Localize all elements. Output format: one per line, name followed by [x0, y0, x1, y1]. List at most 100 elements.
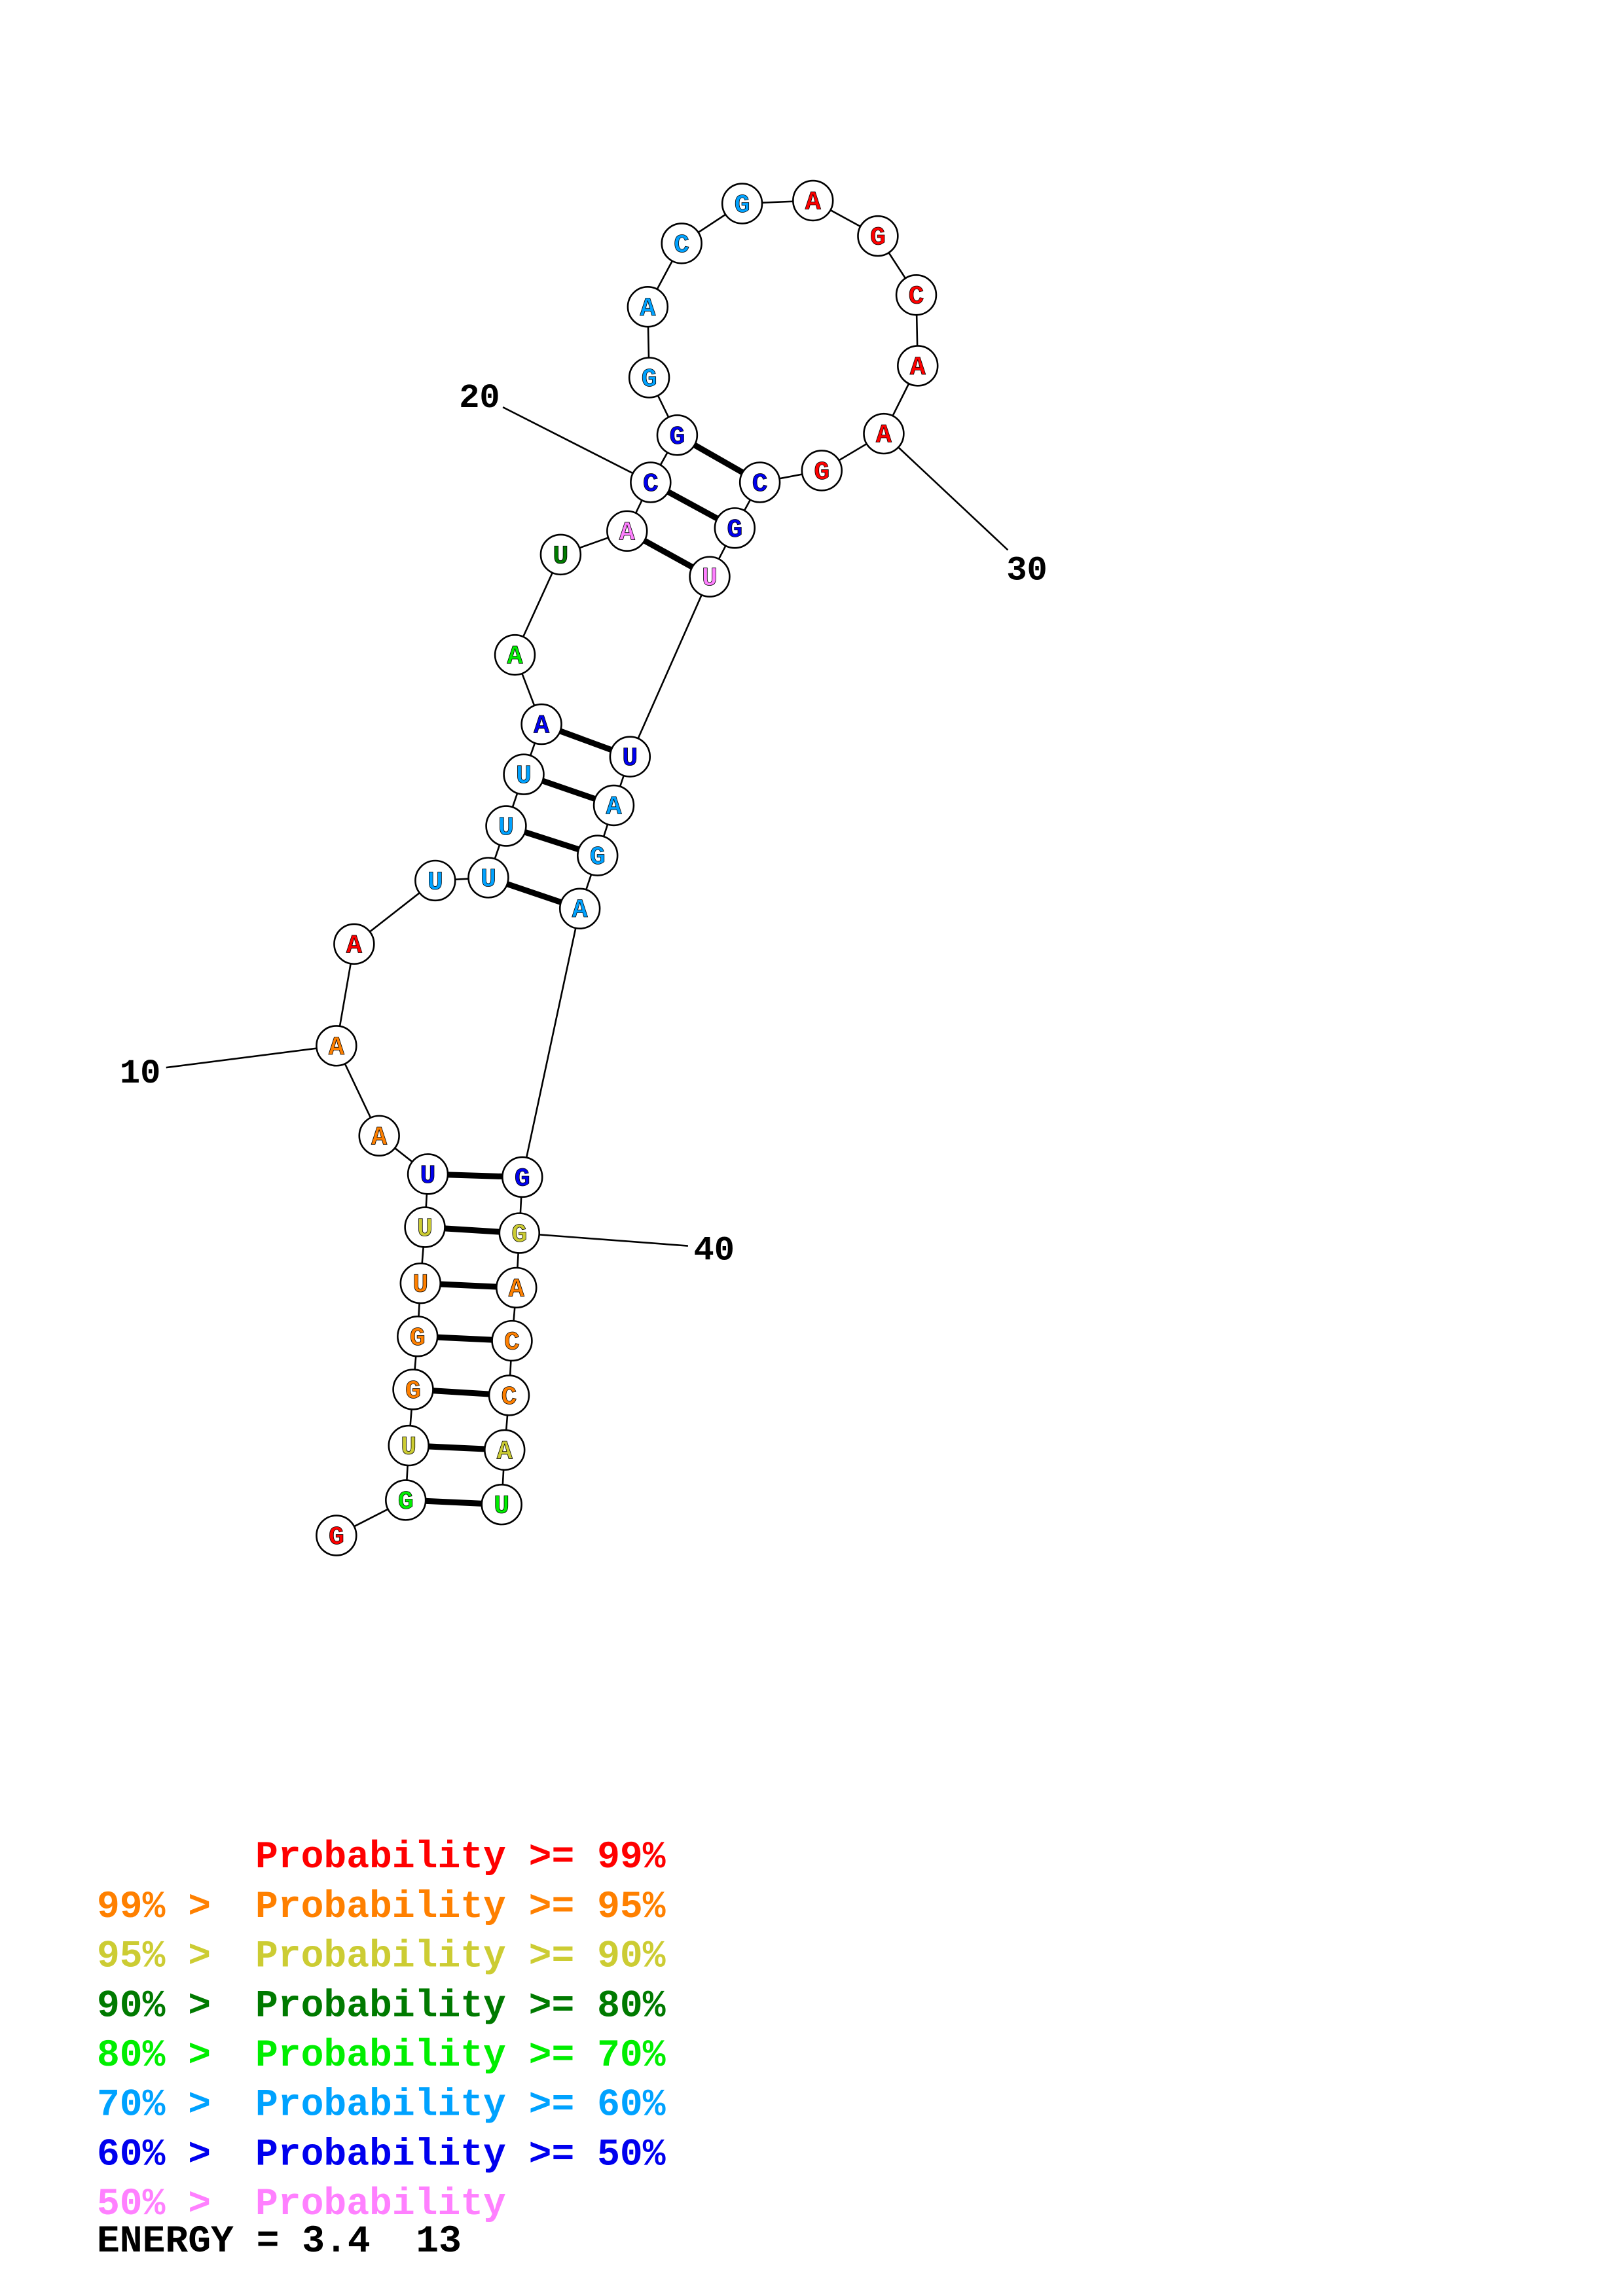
position-leader-line — [883, 433, 1009, 551]
nucleotide-29: A — [897, 345, 939, 387]
nucleotide-37: G — [576, 834, 619, 876]
nucleotide-11: A — [333, 923, 375, 965]
nucleotide-circle — [857, 215, 899, 257]
nucleotide-38: A — [558, 888, 601, 929]
position-leader-line — [166, 1045, 337, 1069]
position-labels-layer: 10 20 30 40 — [120, 379, 1048, 1270]
legend-threshold-lower: Probability >= 60% — [255, 2085, 666, 2127]
position-label-20: 20 — [459, 379, 500, 418]
nucleotide-circle — [496, 1266, 538, 1309]
nucleotide-13: U — [467, 857, 509, 899]
nucleotide-32: C — [739, 461, 781, 503]
legend-threshold-lower: Probability >= 80% — [255, 1985, 666, 2028]
nucleotide-18: U — [539, 533, 582, 576]
position-label-40: 40 — [694, 1232, 735, 1270]
position-leader-line — [502, 406, 651, 484]
legend-threshold-upper: 60% > — [97, 2134, 234, 2176]
nucleotide-28: C — [895, 274, 938, 316]
nucleotide-circle — [358, 1115, 400, 1157]
nucleotide-circle — [404, 1206, 446, 1248]
nucleotide-40: G — [498, 1212, 541, 1254]
nucleotide-17: A — [494, 634, 536, 676]
nucleotide-circle — [714, 507, 756, 549]
nucleotide-20: C — [630, 461, 672, 503]
legend-threshold-lower: Probability >= 70% — [255, 2035, 666, 2077]
nucleotide-base: A — [910, 353, 926, 383]
nucleotide-circle — [498, 1212, 541, 1254]
nucleotide-base: G — [405, 1377, 421, 1407]
nucleotide-base: U — [494, 1492, 509, 1522]
legend-threshold-lower: Probability >= 99% — [255, 1837, 666, 1879]
probability-legend: Probability >= 99% 99% > Probability >= 9… — [97, 1837, 666, 2226]
nucleotide-27: G — [857, 215, 899, 257]
nucleotide-23: A — [627, 286, 669, 328]
nucleotide-34: U — [689, 556, 731, 598]
nucleotide-base: G — [590, 843, 606, 872]
nucleotide-circle — [407, 1153, 449, 1195]
legend-row: 70% > Probability >= 60% — [97, 2085, 666, 2127]
legend-threshold-upper: 90% > — [97, 1985, 234, 2028]
nucleotide-circle — [576, 834, 619, 876]
nucleotide-circle — [661, 223, 702, 264]
nucleotide-19: A — [606, 510, 648, 552]
backbone-link — [629, 576, 711, 757]
nucleotide-36: A — [593, 784, 635, 827]
nucleotide-base: U — [622, 744, 638, 774]
nucleotide-circle — [491, 1319, 533, 1362]
position-label-10: 10 — [120, 1054, 160, 1093]
nucleotide-9: A — [358, 1115, 400, 1157]
position-label-30: 30 — [1006, 552, 1047, 590]
legend-row: 50% > Probability — [97, 2183, 506, 2226]
nucleotide-base: A — [371, 1123, 387, 1153]
nucleotide-circle — [606, 510, 648, 552]
nucleotide-circle — [399, 1262, 442, 1304]
nucleotide-base: U — [516, 762, 532, 791]
nucleotide-22: G — [628, 357, 670, 399]
legend-threshold-upper: 50% > — [97, 2183, 234, 2226]
nucleotide-21: G — [656, 414, 699, 456]
nucleotide-circle — [484, 1429, 526, 1471]
nucleotide-39: G — [501, 1156, 543, 1198]
nucleotide-circle — [485, 805, 527, 847]
nucleotide-circle — [801, 450, 843, 492]
nucleotide-12: U — [414, 859, 456, 902]
nucleotide-base: U — [498, 814, 514, 843]
nucleotide-42: C — [491, 1319, 533, 1362]
position-leader-line — [519, 1232, 688, 1247]
nucleotide-circle — [385, 1479, 427, 1521]
nucleotide-circle — [689, 556, 731, 598]
nucleotide-base: A — [534, 712, 549, 742]
nucleotide-circle — [333, 923, 375, 965]
nucleotide-2: G — [385, 1479, 427, 1521]
nucleotide-circle — [630, 461, 672, 503]
nucleotide-circle — [897, 345, 939, 387]
nucleotide-circle — [397, 1316, 439, 1357]
nucleotide-45: U — [481, 1483, 522, 1526]
nucleotide-base: U — [702, 564, 718, 594]
nucleotide-circle — [863, 412, 905, 455]
nucleotide-base: A — [497, 1437, 513, 1467]
legend-row: Probability >= 99% — [255, 1837, 666, 1879]
nucleotide-base: A — [329, 1033, 344, 1063]
nucleotide-3: U — [388, 1424, 429, 1467]
nucleotide-base: U — [481, 865, 496, 895]
legend-threshold-lower: Probability — [255, 2183, 506, 2226]
nucleotide-circle — [392, 1369, 434, 1410]
nucleotide-base: A — [805, 188, 821, 217]
nucleotide-8: U — [407, 1153, 449, 1195]
nucleotide-41: A — [496, 1266, 538, 1309]
legend-threshold-lower: Probability >= 50% — [255, 2134, 666, 2176]
nucleotide-base: U — [553, 542, 568, 571]
nucleotide-circle — [520, 703, 562, 745]
nucleotide-33: G — [714, 507, 756, 549]
nucleotide-base: G — [410, 1324, 426, 1354]
nucleotide-base: C — [643, 470, 659, 499]
nucleotide-7: U — [404, 1206, 446, 1248]
legend-threshold-upper: 99% > — [97, 1886, 234, 1929]
nucleotide-circle — [481, 1483, 522, 1526]
nucleotide-circle — [721, 183, 763, 224]
nucleotide-base: A — [507, 643, 523, 672]
legend-row: 80% > Probability >= 70% — [97, 2035, 666, 2077]
nucleotide-circle — [628, 357, 670, 399]
